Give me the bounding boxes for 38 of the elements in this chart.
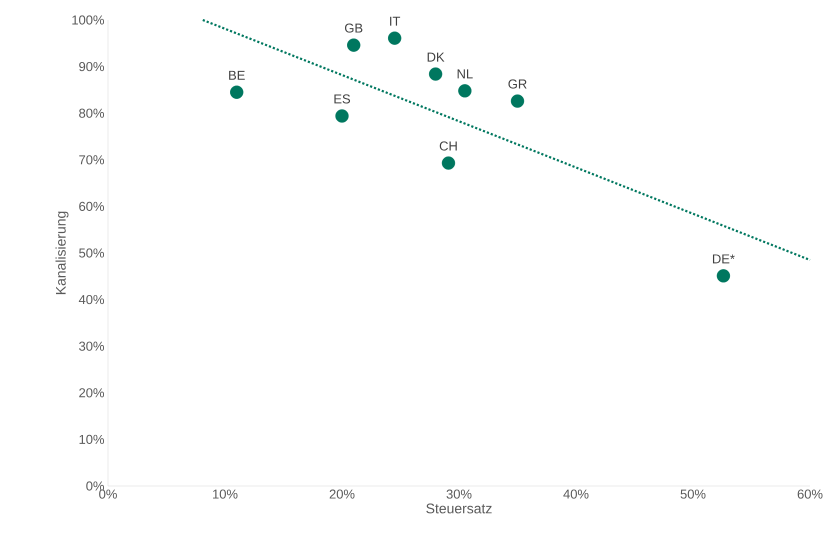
point: [428, 67, 442, 81]
annotation: NL: [458, 69, 473, 78]
y-tick-label: 30%: [79, 342, 104, 351]
annotation: IT: [390, 16, 400, 26]
point: [230, 86, 244, 99]
point: [442, 156, 456, 170]
annotation: GB: [345, 24, 362, 33]
annotation: GR: [508, 79, 527, 89]
annotation: ES: [334, 94, 350, 104]
y-tick-label: 20%: [79, 388, 104, 398]
annotation: CH: [440, 141, 457, 151]
annotation: DK: [428, 52, 444, 62]
y-axis-title: Kanalisierung: [55, 212, 68, 294]
x-tick-label: 60%: [798, 490, 823, 499]
x-tick-label: 50%: [680, 490, 706, 499]
point: [347, 38, 360, 52]
y-tick-label: 80%: [79, 108, 104, 118]
annotation: DE*: [712, 254, 735, 264]
annotation: BE: [229, 70, 245, 80]
point: [458, 84, 472, 98]
point: [716, 269, 730, 283]
x-tick-label: 40%: [563, 490, 589, 499]
y-tick-label: 40%: [78, 295, 104, 304]
y-tick-label: 90%: [79, 62, 104, 72]
point: [510, 94, 524, 108]
x-tick-label: 20%: [330, 490, 355, 499]
y-tick-label: 100%: [72, 15, 104, 25]
x-tick-label: 10%: [213, 490, 238, 499]
y-tick-label: 0%: [86, 481, 104, 491]
x-tick-label: 0%: [99, 490, 117, 499]
x-tick-label: 30%: [446, 490, 472, 499]
y-tick-label: 10%: [80, 434, 104, 444]
x-axis-title: Steuersatz: [426, 504, 492, 514]
y-tick-label: 50%: [79, 248, 104, 258]
point: [335, 109, 349, 123]
y-tick-label: 70%: [79, 155, 104, 164]
y-tick-label: 60%: [79, 202, 104, 211]
point: [388, 31, 402, 45]
